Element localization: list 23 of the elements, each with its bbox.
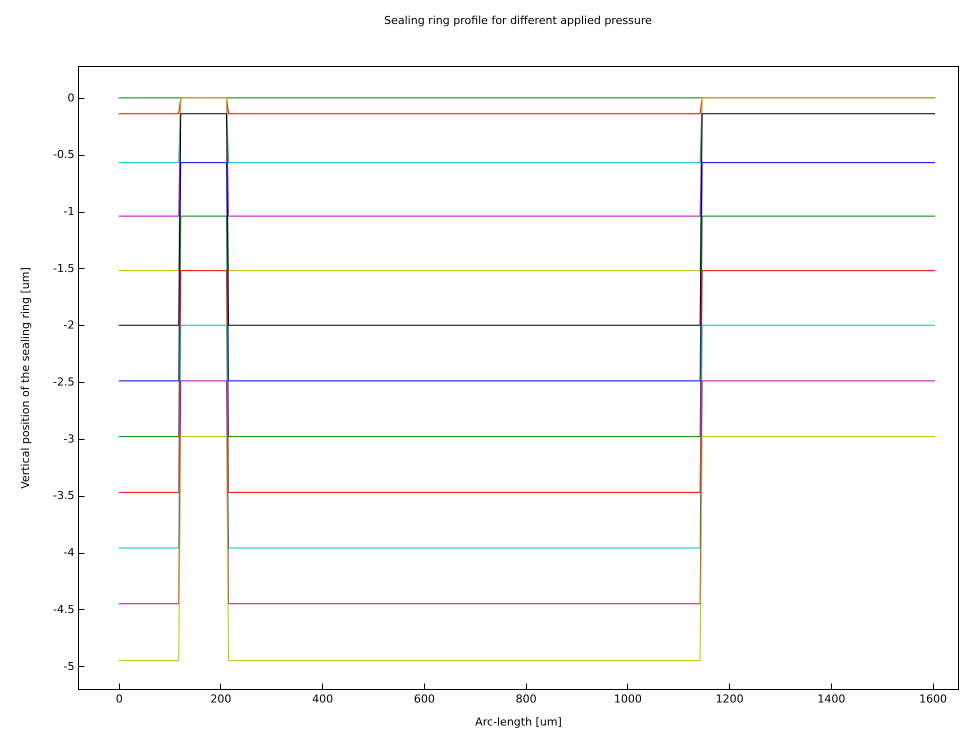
x-tick-label: 200	[210, 692, 232, 706]
y-tick-label: -2	[64, 318, 74, 332]
y-axis-title: Vertical position of the sealing ring [um]	[19, 267, 32, 489]
y-tick-label: -0.5	[53, 148, 74, 162]
x-tick-label: 400	[312, 692, 334, 706]
x-tick-label: 1200	[716, 692, 744, 706]
y-tick-label: -3	[64, 432, 74, 446]
x-tick-label: 600	[414, 692, 435, 706]
y-tick-label: 0	[68, 91, 74, 104]
y-tick-label: -2.5	[53, 376, 74, 389]
chart-title: Sealing ring profile for different applied pressure	[384, 14, 652, 27]
x-tick-label: 1600	[919, 692, 948, 706]
y-tick-label: -1	[64, 205, 74, 218]
x-tick-label: 800	[516, 692, 537, 706]
y-tick-label: -4.5	[53, 602, 74, 616]
y-tick-label: -1.5	[53, 262, 74, 275]
x-tick-label: 1400	[817, 692, 846, 706]
y-tick-label: -3.5	[53, 489, 74, 502]
x-tick-label: 1000	[614, 692, 642, 706]
x-tick-label: 0	[116, 692, 123, 706]
x-axis-title: Arc-length [um]	[475, 716, 562, 728]
y-tick-label: -5	[64, 660, 74, 673]
y-tick-label: -4	[64, 546, 74, 560]
